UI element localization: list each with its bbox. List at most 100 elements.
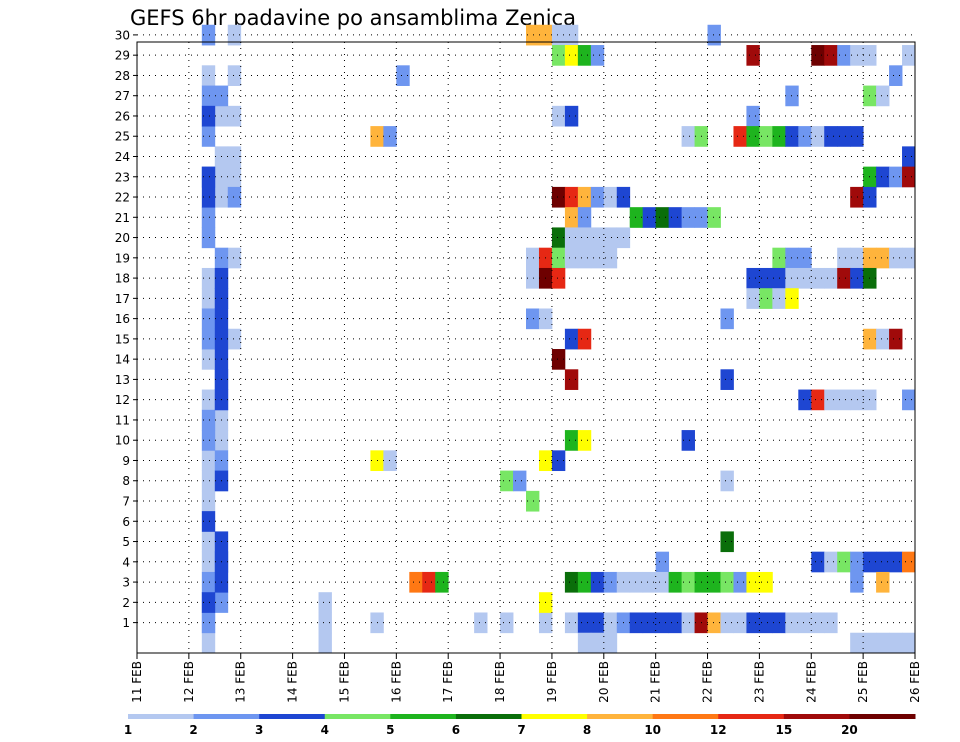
heatmap-cell-148 <box>590 247 605 269</box>
heatmap-cell-77 <box>526 24 540 46</box>
heatmap-cell-251 <box>759 612 773 634</box>
colorbar-label-11: 20 <box>841 723 858 737</box>
heatmap-cell-162 <box>746 267 760 289</box>
heatmap-cell-254 <box>798 612 812 634</box>
heatmap-cell-205 <box>720 531 734 553</box>
heatmap-cell-17 <box>201 450 216 472</box>
heatmap-cell-39 <box>201 612 216 634</box>
x-tick-label-10: 21 FEB <box>649 661 663 703</box>
heatmap-cell-208 <box>824 551 838 573</box>
heatmap-cell-184 <box>551 349 566 370</box>
x-tick-label-2: 13 FEB <box>234 661 248 703</box>
y-tick-label-6: 6 <box>122 515 130 529</box>
colorbar-swatch-0 <box>128 714 195 719</box>
heatmap-cell-157 <box>889 247 903 269</box>
heatmap-cell-90 <box>850 45 864 66</box>
colorbar-swatch-5 <box>455 714 522 719</box>
y-tick-label-23: 23 <box>115 170 130 184</box>
heatmap-cell-226 <box>668 571 682 593</box>
heatmap-cell-83 <box>564 45 579 66</box>
heatmap-cell-99 <box>564 105 579 127</box>
heatmap-cell-170 <box>850 267 864 289</box>
x-tick-label-13: 24 FEB <box>804 661 818 703</box>
heatmap-cell-168 <box>824 267 838 289</box>
colorbar-label-9: 12 <box>710 723 727 737</box>
heatmap-cell-45 <box>201 409 216 431</box>
heatmap-cell-191 <box>850 389 864 411</box>
heatmap-cell-13 <box>201 531 216 553</box>
y-tick-label-5: 5 <box>122 535 130 549</box>
heatmap-cell-193 <box>902 389 916 411</box>
heatmap-cell-118 <box>889 166 903 188</box>
colorbar-swatch-2 <box>259 714 326 719</box>
heatmap-cell-120 <box>551 186 566 208</box>
colorbar-swatch-6 <box>521 714 588 719</box>
heatmap-cell-230 <box>720 571 734 593</box>
heatmap-cell-248 <box>720 612 734 634</box>
heatmap-cell-32 <box>227 146 242 168</box>
heatmap-cell-206 <box>655 551 670 573</box>
heatmap-cell-20 <box>201 389 216 411</box>
heatmap-cell-207 <box>811 551 825 573</box>
heatmap-cell-263 <box>889 632 903 654</box>
heatmap-cell-117 <box>876 166 890 188</box>
heatmap-cell-176 <box>526 308 540 330</box>
heatmap-cell-258 <box>590 632 605 654</box>
heatmap-cell-128 <box>564 207 579 228</box>
y-tick-label-20: 20 <box>115 231 130 245</box>
heatmap-cell-123 <box>590 186 605 208</box>
heatmap-cell-218 <box>564 571 579 593</box>
heatmap-cell-41 <box>201 571 216 593</box>
heatmap-cell-65 <box>201 511 216 532</box>
heatmap-cell-97 <box>876 85 890 107</box>
heatmap-cell-178 <box>720 308 734 330</box>
heatmap-cell-244 <box>668 612 682 634</box>
colorbar-label-2: 3 <box>255 723 263 737</box>
heatmap-cell-264 <box>902 632 916 654</box>
y-tick-label-28: 28 <box>115 69 130 83</box>
heatmap-cell-60 <box>201 24 216 46</box>
heatmap-cell-100 <box>746 105 760 127</box>
heatmap-cell-190 <box>837 389 851 411</box>
heatmap-cell-187 <box>798 389 812 411</box>
heatmap-cell-87 <box>811 45 825 66</box>
heatmap-cell-153 <box>837 247 851 269</box>
heatmap-cell-114 <box>850 126 864 147</box>
heatmap-cell-57 <box>201 126 216 147</box>
heatmap-cell-133 <box>668 207 682 228</box>
heatmap-cell-159 <box>526 267 540 289</box>
heatmap-cell-14 <box>201 490 216 512</box>
heatmap-cell-105 <box>733 126 747 147</box>
heatmap-cell-122 <box>577 186 592 208</box>
y-tick-label-26: 26 <box>115 109 130 123</box>
heatmap-cell-161 <box>551 267 566 289</box>
heatmap-cell-217 <box>435 571 449 593</box>
heatmap-cell-231 <box>733 571 747 593</box>
heatmap-cell-7 <box>474 612 488 634</box>
heatmap-cell-163 <box>759 267 773 289</box>
heatmap-cell-93 <box>396 65 410 86</box>
heatmap-cell-253 <box>785 612 799 634</box>
heatmap-cell-167 <box>811 267 825 289</box>
heatmap-cell-36 <box>201 65 216 86</box>
heatmap-cell-189 <box>824 389 838 411</box>
heatmap-cell-82 <box>551 45 566 66</box>
heatmap-cell-233 <box>759 571 773 593</box>
heatmap-cell-165 <box>785 267 799 289</box>
heatmap-cell-210 <box>850 551 864 573</box>
heatmap-cell-85 <box>590 45 605 66</box>
heatmap-cell-147 <box>577 247 592 269</box>
heatmap-cell-255 <box>811 612 825 634</box>
heatmap-cell-115 <box>902 146 916 168</box>
heatmap-cell-54 <box>201 207 216 228</box>
heatmap-cell-146 <box>564 247 579 269</box>
x-tick-label-9: 20 FEB <box>597 661 611 703</box>
heatmap-cell-111 <box>811 126 825 147</box>
heatmap-cell-126 <box>850 186 864 208</box>
heatmap-cell-49 <box>201 308 216 330</box>
heatmap-cell-261 <box>863 632 877 654</box>
heatmap-cell-136 <box>707 207 721 228</box>
x-tick-label-7: 18 FEB <box>493 661 507 703</box>
y-tick-label-10: 10 <box>115 434 130 448</box>
